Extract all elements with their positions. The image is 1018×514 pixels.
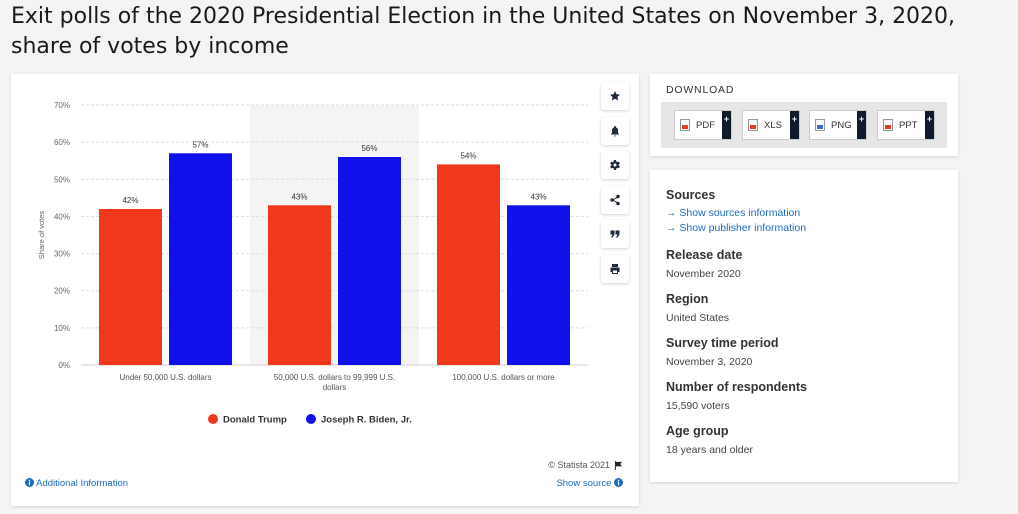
- chart-card: 0% 10% 20% 30% 40% 50% 60% 70% Share of votes 42%…: [11, 74, 639, 506]
- info-icon: [25, 478, 34, 487]
- plus-icon: +: [790, 111, 799, 139]
- download-ppt-button[interactable]: PPT +: [877, 110, 935, 140]
- y-tick-label: 50%: [54, 175, 70, 184]
- y-tick-label: 20%: [54, 287, 70, 296]
- release-date-heading: Release date: [666, 248, 743, 262]
- sources-section: Sources → Show sources information → Sho…: [666, 188, 806, 234]
- arrow-right-icon: →: [666, 222, 677, 234]
- flag-icon[interactable]: [614, 460, 623, 470]
- settings-button[interactable]: [601, 151, 629, 179]
- age-group-value: 18 years and older: [666, 444, 753, 456]
- age-group-section: Age group 18 years and older: [666, 424, 753, 456]
- survey-period-section: Survey time period November 3, 2020: [666, 336, 779, 368]
- download-png-button[interactable]: PNG +: [809, 110, 867, 140]
- respondents-value: 15,590 voters: [666, 400, 730, 412]
- arrow-right-icon: →: [666, 207, 677, 219]
- y-tick-label: 0%: [58, 361, 70, 370]
- bar: [268, 205, 331, 365]
- show-source-label: Show source: [556, 478, 612, 489]
- copyright-text: © Statista 2021: [548, 460, 610, 470]
- data-label: 54%: [460, 151, 476, 160]
- y-tick-label: 70%: [54, 101, 70, 110]
- region-section: Region United States: [666, 292, 729, 324]
- x-tick-label: Under 50,000 U.S. dollars: [119, 373, 211, 382]
- survey-period-heading: Survey time period: [666, 336, 779, 350]
- bar-chart: 0% 10% 20% 30% 40% 50% 60% 70% Share of votes 42%…: [37, 101, 588, 426]
- plus-icon: +: [925, 111, 934, 139]
- y-tick-label: 30%: [54, 250, 70, 259]
- share-icon: [610, 194, 620, 205]
- info-icon: [614, 478, 623, 487]
- download-xls-button[interactable]: XLS +: [742, 110, 800, 140]
- region-value: United States: [666, 312, 730, 324]
- plus-icon: +: [722, 111, 731, 139]
- survey-period-value: November 3, 2020: [666, 356, 753, 368]
- info-card: Sources → Show sources information → Sho…: [650, 170, 958, 482]
- pdf-file-icon: [680, 119, 690, 131]
- copyright: © Statista 2021: [548, 460, 623, 470]
- x-tick-label: dollars: [323, 383, 347, 392]
- additional-information-link[interactable]: Additional Information: [25, 478, 128, 489]
- bar: [437, 164, 500, 365]
- bar: [338, 157, 401, 365]
- ppt-file-icon: [883, 119, 893, 131]
- y-tick-label: 10%: [54, 324, 70, 333]
- x-tick-label: 50,000 U.S. dollars to 99,999 U.S.: [274, 373, 395, 382]
- bar: [169, 153, 232, 365]
- show-sources-link[interactable]: → Show sources information: [666, 207, 801, 219]
- download-xls-label: XLS: [764, 119, 782, 131]
- download-png-label: PNG: [831, 119, 852, 131]
- bell-icon: [611, 125, 619, 136]
- page-title: Exit polls of the 2020 Presidential Elec…: [11, 4, 956, 59]
- x-tick-label: 100,000 U.S. dollars or more: [452, 373, 555, 382]
- data-label: 42%: [122, 196, 138, 205]
- download-pdf-label: PDF: [696, 119, 715, 131]
- release-date-section: Release date November 2020: [666, 248, 742, 280]
- data-label: 43%: [530, 192, 546, 201]
- xls-file-icon: [748, 119, 758, 131]
- region-heading: Region: [666, 292, 709, 306]
- additional-information-label: Additional Information: [36, 478, 129, 489]
- data-label: 43%: [291, 192, 307, 201]
- favorite-button[interactable]: [601, 82, 629, 110]
- legend-marker: [306, 414, 316, 424]
- data-label: 56%: [361, 144, 377, 153]
- download-pdf-button[interactable]: PDF +: [674, 110, 732, 140]
- show-publisher-link[interactable]: → Show publisher information: [666, 222, 807, 234]
- plus-icon: +: [857, 111, 866, 139]
- legend-marker: [208, 414, 218, 424]
- release-date-value: November 2020: [666, 268, 741, 280]
- notification-button[interactable]: [601, 116, 629, 145]
- y-axis-label: Share of votes: [37, 211, 46, 260]
- show-source-link[interactable]: Show source: [556, 478, 623, 489]
- quote-icon: [610, 230, 620, 238]
- y-tick-label: 40%: [54, 212, 70, 221]
- legend-label: Donald Trump: [223, 415, 287, 426]
- bar: [99, 209, 162, 365]
- print-button[interactable]: [601, 254, 629, 283]
- sources-heading: Sources: [666, 188, 716, 202]
- download-ppt-label: PPT: [899, 119, 918, 131]
- download-bar: PDF + XLS + PNG + PPT +: [661, 102, 947, 148]
- download-card: DOWNLOAD PDF + XLS + PNG + PPT +: [650, 74, 958, 156]
- share-button[interactable]: [601, 185, 629, 214]
- data-label: 57%: [192, 140, 208, 149]
- bar: [507, 205, 570, 365]
- png-file-icon: [815, 119, 825, 131]
- chart-toolbar: [601, 82, 629, 289]
- legend-label: Joseph R. Biden, Jr.: [321, 415, 412, 426]
- printer-icon: [610, 263, 620, 274]
- age-group-heading: Age group: [666, 424, 729, 438]
- y-tick-label: 60%: [54, 138, 70, 147]
- gear-icon: [610, 160, 620, 170]
- star-icon: [610, 91, 620, 101]
- respondents-section: Number of respondents 15,590 voters: [666, 380, 807, 412]
- respondents-heading: Number of respondents: [666, 380, 807, 394]
- download-heading: DOWNLOAD: [666, 84, 735, 96]
- cite-button[interactable]: [601, 220, 629, 248]
